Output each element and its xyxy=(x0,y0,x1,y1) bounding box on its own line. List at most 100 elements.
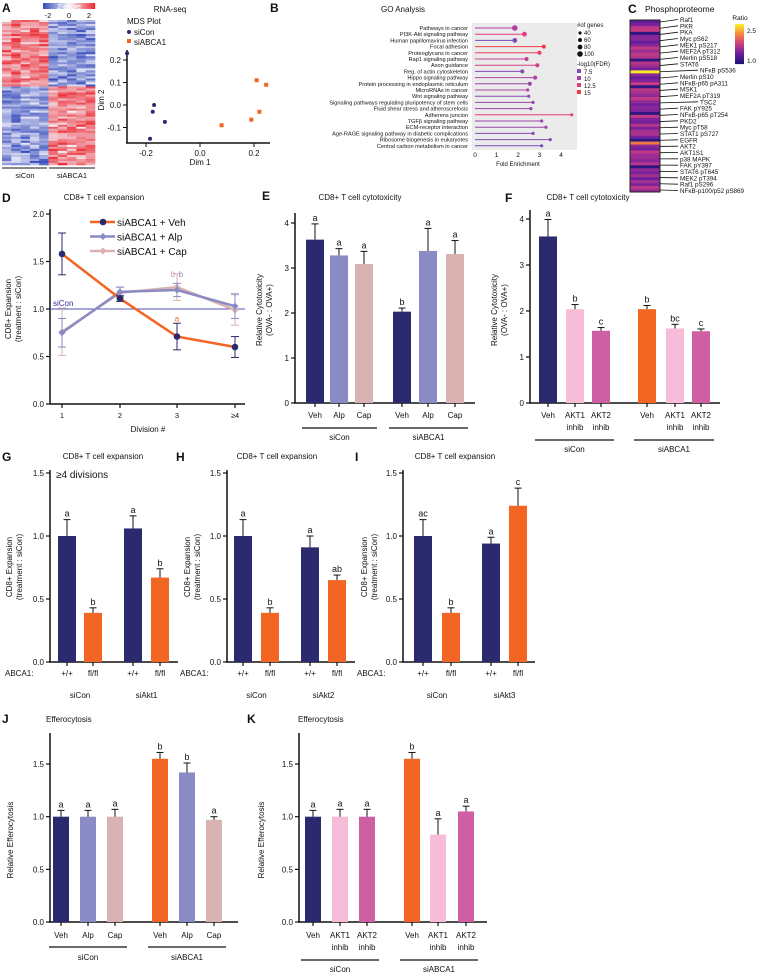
heatmap-cell xyxy=(85,130,96,134)
heatmap-cell xyxy=(67,32,77,35)
heatmap-cell xyxy=(630,43,660,47)
heatmap-cell xyxy=(11,104,21,107)
heatmap-cell xyxy=(85,98,96,101)
heatmap-cell xyxy=(39,66,49,69)
heatmap-cell xyxy=(20,102,31,105)
bar-group: a Cap xyxy=(206,806,222,940)
bar xyxy=(330,255,348,403)
bar-group: ac +/+ xyxy=(414,509,432,678)
heatmap-cell xyxy=(11,108,21,111)
group-label: siCon xyxy=(329,433,349,442)
heatmap-cell xyxy=(57,50,68,53)
legend-color-swatch xyxy=(577,76,581,80)
heatmap-cell xyxy=(20,64,31,67)
heatmap-cell xyxy=(39,128,49,132)
bar xyxy=(206,819,222,922)
heatmap-cell xyxy=(630,132,660,136)
heatmap-cell xyxy=(20,32,31,35)
heatmap-cell xyxy=(67,46,77,49)
heatmap-cell xyxy=(39,96,49,99)
heatmap-cell xyxy=(85,70,96,73)
y-tick-label: 0.5 xyxy=(386,595,398,604)
heatmap-cell xyxy=(67,120,77,124)
protein-label: FAK pY397 xyxy=(680,163,712,170)
heatmap-cell xyxy=(57,32,68,35)
chart-title: CD8+ T cell expansion xyxy=(237,452,317,461)
heatmap-cell xyxy=(29,58,40,61)
heatmap-cell xyxy=(57,60,68,63)
go-term-label: Human papillomavirus infection xyxy=(390,38,468,44)
heatmap-cell xyxy=(630,55,660,59)
group-label: siCon xyxy=(564,445,584,454)
significance-letter: a xyxy=(361,240,366,250)
heatmap-cell xyxy=(20,122,31,126)
heatmap-cell xyxy=(76,120,86,124)
leader-line xyxy=(659,120,679,122)
heatmap-cell xyxy=(630,76,660,80)
heatmap-cell xyxy=(630,79,660,83)
significance-letter: a xyxy=(307,525,312,535)
heatmap-cell xyxy=(57,64,68,67)
heatmap-cell xyxy=(57,90,68,93)
protein-label: AKT2 xyxy=(680,144,696,151)
bar xyxy=(393,311,411,403)
heatmap-cell xyxy=(48,124,59,128)
heatmap-cell xyxy=(48,102,59,105)
group-label: siCon xyxy=(246,691,266,700)
x-tick-label: 1 xyxy=(495,152,499,159)
x-tick-label: AKT2 xyxy=(357,931,378,940)
row-label: ABCA1: xyxy=(5,669,33,678)
heatmap-cell xyxy=(85,114,96,117)
heatmap-cell xyxy=(76,156,86,160)
heatmap-cell xyxy=(67,102,77,105)
significance-letter: bc xyxy=(670,313,680,323)
protein-label: MEK1 pS217 xyxy=(680,42,718,49)
colorbar-cell xyxy=(45,3,48,9)
heatmap-cell xyxy=(2,160,12,164)
heatmap-cell xyxy=(67,28,77,31)
heatmap-cell xyxy=(630,25,660,30)
colorbar-cell xyxy=(61,3,64,9)
heatmap-cell xyxy=(76,84,86,87)
heatmap-cell xyxy=(20,104,31,107)
heatmap-cell xyxy=(39,124,49,128)
significance-letter: b xyxy=(267,597,272,607)
leader-line xyxy=(659,50,679,54)
heatmap-cell xyxy=(39,92,49,95)
heatmap-cell xyxy=(57,104,68,107)
significance-letter: ab xyxy=(332,564,342,574)
bar-group: a AKT2 inhib xyxy=(357,798,378,952)
heatmap-cell xyxy=(39,146,49,150)
heatmap-cell xyxy=(76,112,86,115)
heatmap-cell xyxy=(85,134,96,138)
heatmap-cell xyxy=(48,42,59,45)
heatmap-cell xyxy=(29,132,40,136)
heatmap-cell xyxy=(20,62,31,65)
heatmap-cell xyxy=(85,42,96,45)
heatmap-cell xyxy=(48,104,59,107)
heatmap-cell xyxy=(20,80,31,83)
heatmap-cell xyxy=(630,129,660,133)
legend-size-dot xyxy=(577,51,583,57)
heatmap-cell xyxy=(67,70,77,73)
bar-group: ab fl/fl xyxy=(328,564,346,678)
heatmap-cell xyxy=(20,144,31,148)
heatmap-cell xyxy=(2,62,12,65)
leader-line xyxy=(659,57,679,60)
y-tick-label: 1 xyxy=(285,354,290,363)
heatmap-cell xyxy=(20,118,31,121)
x-axis-label: Fold Enrichment xyxy=(496,162,540,168)
heatmap-cell xyxy=(11,124,21,128)
panel-letter: F xyxy=(505,191,512,205)
y-tick-label: 2.0 xyxy=(33,210,45,219)
heatmap-cell xyxy=(57,76,68,79)
heatmap-cell xyxy=(67,88,77,91)
heatmap-cell xyxy=(29,160,40,164)
heatmap-cell xyxy=(67,36,77,39)
data-point xyxy=(58,250,66,258)
heatmap-cell xyxy=(630,111,660,116)
heatmap-cell xyxy=(67,124,77,128)
heatmap-cell xyxy=(67,144,77,148)
group-label: siABCA1 xyxy=(57,171,87,180)
leader-line xyxy=(659,107,679,110)
